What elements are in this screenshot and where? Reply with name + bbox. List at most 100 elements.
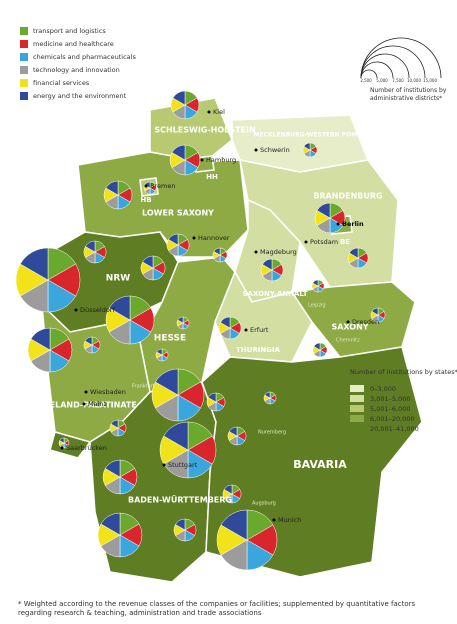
city-dot <box>207 110 211 114</box>
state-area <box>49 431 92 459</box>
city-dot <box>336 222 340 226</box>
pie-slice <box>264 391 271 399</box>
footnote: * Weighted according to the revenue clas… <box>18 600 416 617</box>
pie-slice <box>348 247 359 259</box>
city-label: Berlin <box>342 220 364 228</box>
pie-slice <box>313 342 321 351</box>
city-label: Nuremberg <box>258 430 286 436</box>
state-legend-swatch <box>350 425 364 432</box>
city-label: Düsseldorf <box>80 306 115 314</box>
city-dot <box>60 446 64 450</box>
pie-slice <box>220 316 231 329</box>
pie-slice <box>312 279 319 287</box>
state-label: SCHLESWIG-HOLSTEIN <box>154 126 255 135</box>
pie-slice <box>156 348 163 356</box>
pie-slice <box>84 336 93 346</box>
size-ring <box>360 53 410 79</box>
legend-swatch <box>20 53 28 61</box>
city-label: Schwerin <box>260 146 290 154</box>
legend-label: financial services <box>33 79 90 87</box>
city-label: Kiel <box>213 108 225 116</box>
state-label: HESSE <box>154 334 186 344</box>
state-legend-swatch <box>350 415 364 422</box>
city-label: Bremen <box>150 182 175 190</box>
legend-label: transport and logistics <box>33 27 106 35</box>
pie-slice <box>100 512 121 536</box>
city-label: Magdeburg <box>260 248 297 256</box>
pie-slice <box>316 202 331 219</box>
legend-label: technology and innovation <box>33 66 120 74</box>
size-tick-label: 10,000 <box>407 78 421 83</box>
city-label: Munich <box>278 516 301 524</box>
pie-slice <box>177 316 184 324</box>
pie-slice <box>142 255 154 269</box>
size-tick-label: 2,500 <box>360 78 372 83</box>
city-label: Leipzig <box>308 303 326 309</box>
state-label: HB <box>140 196 151 204</box>
pie-slice <box>105 180 119 196</box>
state-label: MECKLENBURG-WESTERN POMERANIA <box>254 132 383 139</box>
city-label: Augsburg <box>252 501 276 507</box>
city-dot <box>144 184 148 188</box>
city-dot <box>346 320 350 324</box>
pie-slice <box>371 307 379 316</box>
city-label: Dresden <box>352 318 379 326</box>
city-dot <box>82 402 86 406</box>
city-dot <box>162 463 166 467</box>
state-legend-label: 3,001–5,000 <box>370 395 410 403</box>
city-label: Hannover <box>198 234 230 242</box>
legend-swatch <box>20 27 28 35</box>
pie-slice <box>59 437 65 444</box>
city-dot <box>304 240 308 244</box>
state-legend-label: 5,001–6,000 <box>370 405 410 413</box>
city-label: Wiesbaden <box>90 388 126 396</box>
city-dot <box>244 328 248 332</box>
city-label: Stuttgart <box>168 461 198 469</box>
legend-label: chemicals and pharmaceuticals <box>33 53 136 61</box>
state-area <box>149 97 233 163</box>
legend-swatch <box>20 92 28 100</box>
city-label: Hamburg <box>206 156 236 164</box>
size-ring <box>360 37 442 79</box>
state-label: LOWER SAXONY <box>142 209 214 218</box>
size-legend-title: Number of institutions by administrative … <box>370 87 447 102</box>
legend-swatch <box>20 79 28 87</box>
pie-slice <box>110 419 119 429</box>
state-legend-label: 6,001–20,000 <box>370 415 415 423</box>
city-label: Saarbrücken <box>66 444 107 452</box>
city-label: Mainz <box>88 400 108 408</box>
state-label: BADEN-WÜRTTEMBERG <box>128 495 232 505</box>
pie-slice <box>228 426 238 437</box>
city-label: Potsdam <box>310 238 338 246</box>
state-label: SAXONY <box>331 323 368 332</box>
state-legend-title: Number of institutions by states* <box>350 368 457 376</box>
pie-slice <box>213 247 221 256</box>
size-ring <box>360 69 378 79</box>
state-label: THURINGIA <box>236 346 281 354</box>
pie-slice <box>171 144 186 161</box>
legend-swatch <box>20 40 28 48</box>
size-tick-label: 5,000 <box>376 78 388 83</box>
pie-slice <box>144 181 151 189</box>
pie-slice <box>155 368 179 396</box>
size-ring <box>360 45 426 79</box>
city-dot <box>84 390 88 394</box>
pie-slice <box>172 90 186 106</box>
pie-slice <box>175 518 186 531</box>
pie-slice <box>19 247 49 281</box>
pie-slice <box>262 258 273 271</box>
legend-label: energy and the environment <box>33 92 127 100</box>
pie-slice <box>108 295 131 321</box>
state-label: BAVARIA <box>293 458 347 471</box>
state-legend-swatch <box>350 395 364 402</box>
state-legend-swatch <box>350 405 364 412</box>
state-label: NRW <box>106 274 130 284</box>
state-label: SAXONY-ANHALT <box>243 290 308 298</box>
pie-slice <box>223 484 233 495</box>
state-label: BRANDENBURG <box>313 192 382 201</box>
pie-slice <box>104 459 121 478</box>
pie-slice <box>220 509 248 541</box>
